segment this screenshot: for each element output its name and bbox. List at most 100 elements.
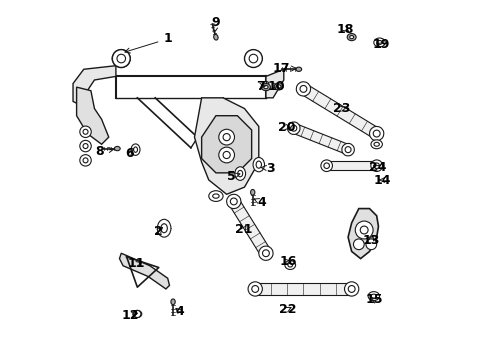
Ellipse shape: [262, 250, 269, 257]
Polygon shape: [201, 116, 251, 173]
Circle shape: [244, 50, 262, 67]
Ellipse shape: [373, 142, 379, 146]
Ellipse shape: [370, 160, 382, 171]
Ellipse shape: [131, 144, 140, 156]
Text: 9: 9: [211, 16, 220, 33]
Text: 17: 17: [272, 62, 296, 75]
Circle shape: [80, 126, 91, 138]
Polygon shape: [228, 198, 270, 256]
Ellipse shape: [349, 36, 353, 39]
Ellipse shape: [161, 224, 167, 233]
Ellipse shape: [345, 147, 350, 153]
Circle shape: [83, 144, 88, 149]
Ellipse shape: [296, 82, 310, 96]
Polygon shape: [347, 208, 378, 258]
Ellipse shape: [376, 41, 382, 44]
Ellipse shape: [133, 310, 142, 318]
Text: 19: 19: [371, 39, 389, 51]
Ellipse shape: [212, 194, 219, 198]
Ellipse shape: [253, 157, 264, 172]
Ellipse shape: [369, 126, 383, 141]
Circle shape: [83, 158, 88, 163]
Circle shape: [80, 155, 91, 166]
Ellipse shape: [370, 294, 376, 298]
Circle shape: [223, 134, 230, 141]
Text: 2: 2: [153, 225, 162, 238]
Text: 24: 24: [368, 161, 386, 174]
Ellipse shape: [256, 161, 261, 168]
Text: 4: 4: [253, 195, 265, 209]
Text: 13: 13: [362, 234, 379, 247]
Text: 20: 20: [277, 121, 295, 134]
Polygon shape: [255, 283, 351, 295]
Text: 14: 14: [372, 174, 390, 186]
Circle shape: [112, 50, 130, 67]
Ellipse shape: [237, 170, 242, 177]
Circle shape: [134, 310, 141, 318]
Text: 12: 12: [121, 309, 139, 322]
Text: 8: 8: [95, 145, 114, 158]
Polygon shape: [77, 87, 108, 144]
Ellipse shape: [320, 160, 332, 171]
Ellipse shape: [274, 83, 283, 90]
Polygon shape: [291, 123, 349, 154]
Ellipse shape: [230, 198, 237, 205]
Ellipse shape: [346, 33, 355, 41]
Text: 5: 5: [227, 170, 240, 183]
Text: 10: 10: [267, 80, 285, 93]
Ellipse shape: [323, 163, 329, 168]
Ellipse shape: [261, 84, 270, 91]
Polygon shape: [300, 84, 379, 139]
Ellipse shape: [134, 312, 140, 317]
Ellipse shape: [258, 246, 272, 260]
Ellipse shape: [300, 85, 306, 92]
Ellipse shape: [287, 122, 300, 134]
Polygon shape: [119, 253, 169, 289]
Ellipse shape: [373, 163, 379, 168]
Polygon shape: [73, 66, 116, 105]
Ellipse shape: [372, 130, 379, 137]
Ellipse shape: [247, 282, 262, 296]
Ellipse shape: [287, 263, 292, 267]
Polygon shape: [194, 98, 258, 194]
Text: 23: 23: [333, 102, 350, 115]
Ellipse shape: [367, 292, 379, 301]
Text: 3: 3: [260, 162, 274, 175]
Circle shape: [353, 239, 364, 249]
Ellipse shape: [341, 143, 354, 156]
Ellipse shape: [370, 140, 382, 149]
Ellipse shape: [171, 299, 175, 305]
Circle shape: [80, 140, 91, 152]
Ellipse shape: [295, 67, 301, 71]
Circle shape: [218, 147, 234, 163]
Text: 11: 11: [127, 257, 145, 270]
Circle shape: [360, 226, 367, 234]
Ellipse shape: [290, 125, 296, 131]
Text: 1: 1: [125, 32, 172, 53]
Text: 7: 7: [256, 80, 264, 93]
Ellipse shape: [213, 35, 218, 40]
Circle shape: [248, 54, 257, 63]
Ellipse shape: [234, 167, 245, 180]
Text: 6: 6: [125, 147, 134, 160]
Text: 16: 16: [279, 255, 296, 268]
Polygon shape: [265, 69, 283, 98]
Circle shape: [117, 54, 125, 63]
Ellipse shape: [208, 191, 223, 202]
Text: 4: 4: [175, 305, 183, 318]
Ellipse shape: [157, 219, 171, 237]
Ellipse shape: [263, 81, 268, 86]
Circle shape: [354, 221, 372, 239]
Circle shape: [218, 129, 234, 145]
Circle shape: [112, 50, 130, 67]
Ellipse shape: [114, 147, 120, 151]
Ellipse shape: [344, 282, 358, 296]
Ellipse shape: [250, 189, 254, 195]
Ellipse shape: [276, 85, 281, 88]
Ellipse shape: [285, 261, 295, 270]
Polygon shape: [326, 161, 376, 170]
Circle shape: [365, 239, 376, 249]
Text: 22: 22: [278, 303, 296, 316]
Text: 18: 18: [336, 23, 354, 36]
Ellipse shape: [251, 285, 258, 292]
